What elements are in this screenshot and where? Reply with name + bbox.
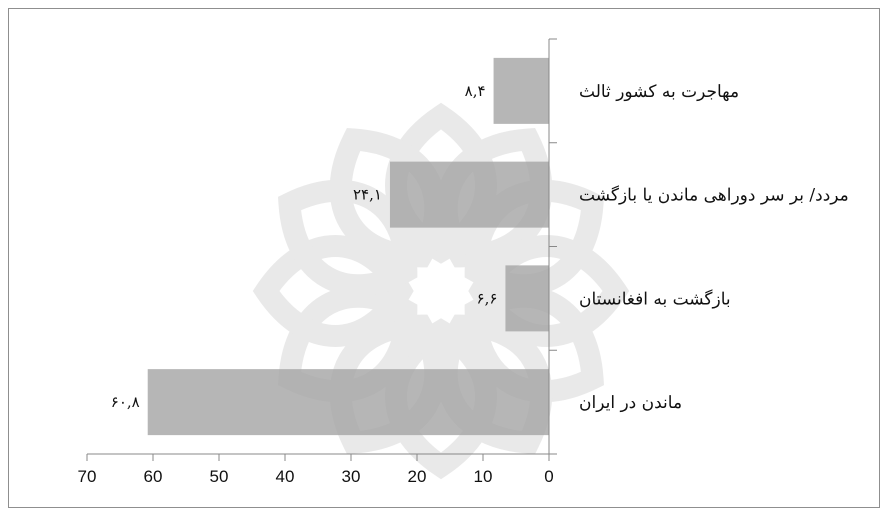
category-label-3: مهاجرت به کشور ثالث	[579, 82, 739, 102]
tick-label-5: 50	[210, 467, 229, 486]
bar-0	[147, 369, 549, 436]
tick-label-1: 10	[474, 467, 493, 486]
chart-frame: ۶۰,۸ ماندن در ایران ۶,۶ بازگشت به افغانستان…	[8, 8, 880, 508]
tick-label-0: 0	[544, 467, 553, 486]
watermark-logo	[266, 116, 616, 466]
bar-chart: ۶۰,۸ ماندن در ایران ۶,۶ بازگشت به افغانستان…	[78, 38, 849, 486]
tick-label-6: 60	[144, 467, 163, 486]
bar-1	[505, 265, 549, 332]
tick-label-2: 20	[408, 467, 427, 486]
bar-3	[493, 57, 549, 124]
tick-label-3: 30	[342, 467, 361, 486]
bar-2	[389, 161, 549, 228]
value-label-3: ۸,۴	[465, 82, 486, 100]
value-label-1: ۶,۶	[477, 289, 498, 307]
category-label-0: ماندن در ایران	[579, 393, 682, 413]
value-label-0: ۶۰,۸	[111, 393, 140, 411]
category-label-2: مردد/ بر سر دوراهی ماندن یا بازگشت	[579, 185, 849, 206]
tick-label-7: 70	[78, 467, 97, 486]
value-label-2: ۲۴,۱	[353, 186, 382, 204]
tick-label-4: 40	[276, 467, 295, 486]
category-label-1: بازگشت به افغانستان	[579, 288, 731, 309]
